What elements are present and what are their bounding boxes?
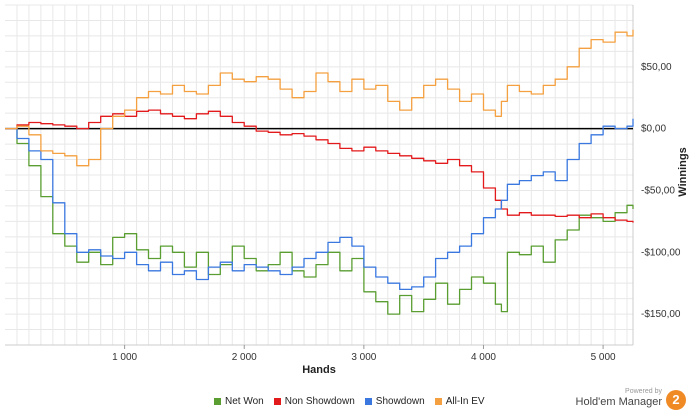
y-tick-label: -$50,00 [641,185,675,196]
x-axis-ticks: 1 000 2 000 3 000 4 000 5 000 [112,345,616,363]
series-lines [5,29,634,315]
x-axis-title: Hands [302,364,336,376]
series-line-showdown [5,118,634,291]
series-line-all-in-ev [5,29,634,167]
legend-swatch [214,397,221,405]
legend-label: Net Won [225,395,264,407]
legend-item-net-won[interactable]: Net Won [214,396,264,407]
brand: Powered by Hold'em Manager 2 [576,388,692,410]
legend-swatch [364,397,372,405]
legend-swatch [273,397,281,405]
x-tick-label: 4 000 [471,352,496,363]
legend-item-showdown[interactable]: Showdown [364,395,425,407]
x-tick-label: 5 000 [591,352,616,363]
legend-item-all-in-ev[interactable]: All-In EV [434,395,485,407]
brand-powered-by: Powered by [625,388,662,395]
brand-name: Hold'em Manager [575,396,662,408]
y-tick-label: $50,00 [641,62,672,73]
y-tick-label: $0,00 [641,124,666,135]
legend-swatch [434,397,442,405]
legend-label: All-In EV [445,395,485,407]
x-tick-label: 2 000 [232,352,257,363]
series-line-non-showdown [5,109,634,223]
legend-label: Showdown [375,395,425,407]
holdem-manager-logo-icon: 2 [666,390,686,410]
legend-item-non-showdown[interactable]: Non Showdown [273,395,355,407]
x-tick-label: 3 000 [351,352,376,363]
legend-label: Non Showdown [284,395,355,407]
legend: Net Won Non Showdown Showdown All-In EV [214,394,495,408]
y-tick-label: -$150,00 [641,309,681,320]
y-axis-title: Winnings [677,147,689,196]
x-tick-label: 1 000 [112,352,137,363]
y-axis-ticks: $50,00 $0,00 -$50,00 -$100,00 -$150,00 [641,62,681,320]
y-tick-label: -$100,00 [641,247,681,258]
